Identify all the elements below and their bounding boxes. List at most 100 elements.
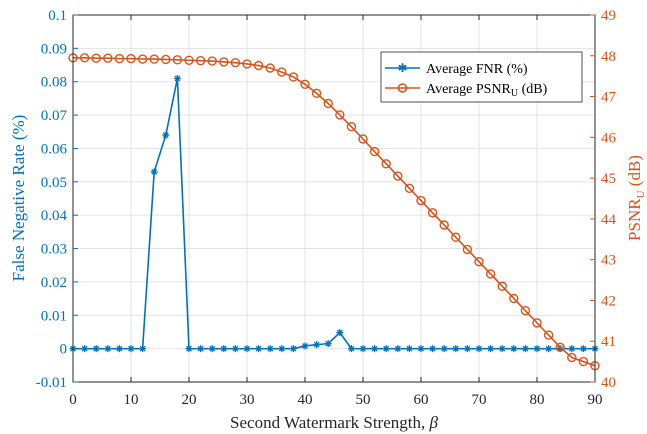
data-point-fnr bbox=[150, 168, 158, 176]
legend-box bbox=[380, 51, 583, 103]
x-tick-label: 60 bbox=[414, 392, 429, 408]
data-point-fnr bbox=[510, 345, 518, 353]
data-point-fnr bbox=[463, 345, 471, 353]
tick-marks bbox=[72, 14, 596, 383]
y-right-tick-label: 43 bbox=[601, 253, 616, 269]
y-left-tick-label: 0.09 bbox=[41, 41, 67, 57]
y-right-tick-label: 40 bbox=[601, 375, 616, 391]
data-point-fnr bbox=[347, 345, 355, 353]
data-point-psnr bbox=[195, 55, 206, 66]
data-point-psnr bbox=[91, 53, 101, 63]
series-layer bbox=[68, 53, 600, 371]
data-point-psnr bbox=[369, 146, 380, 157]
data-point-fnr bbox=[487, 345, 495, 353]
x-axis-title: Second Watermark Strength, β bbox=[230, 413, 438, 432]
data-point-fnr bbox=[301, 342, 309, 350]
data-point-psnr bbox=[311, 88, 322, 98]
x-tick-label: 40 bbox=[298, 392, 313, 408]
data-point-psnr bbox=[300, 79, 310, 90]
data-point-psnr bbox=[567, 352, 577, 363]
data-point-fnr bbox=[371, 345, 379, 353]
data-point-fnr bbox=[336, 329, 344, 337]
data-point-psnr bbox=[114, 53, 125, 64]
y-left-tick-label: 0.05 bbox=[41, 175, 67, 191]
data-point-fnr bbox=[498, 345, 506, 353]
data-point-psnr bbox=[126, 53, 136, 64]
data-point-fnr bbox=[92, 345, 100, 353]
y-left-tick-label: 0.04 bbox=[41, 208, 68, 224]
plot-frame bbox=[72, 14, 596, 383]
y-left-tick-label: 0.1 bbox=[48, 8, 67, 24]
data-point-fnr bbox=[324, 340, 332, 348]
x-tick-label: 90 bbox=[588, 392, 603, 408]
x-tick-label: 10 bbox=[124, 392, 139, 408]
data-point-psnr bbox=[427, 208, 438, 218]
y-left-tick-label: -0.01 bbox=[36, 375, 67, 391]
data-point-psnr bbox=[543, 330, 554, 340]
data-point-fnr bbox=[231, 345, 239, 353]
legend-marker-psnr bbox=[397, 83, 408, 93]
legend-entry-psnr: Average PSNRU (dB) bbox=[385, 82, 548, 99]
y-right-tick-labels: 40 41 42 43 44 45 46 47 48 49 bbox=[601, 8, 617, 391]
data-point-psnr bbox=[509, 293, 519, 304]
data-point-fnr bbox=[197, 345, 205, 353]
data-point-fnr bbox=[313, 341, 321, 349]
series-line-fnr bbox=[73, 78, 595, 350]
data-point-fnr bbox=[429, 345, 437, 353]
data-point-psnr bbox=[462, 244, 473, 255]
data-point-fnr bbox=[382, 345, 390, 353]
data-point-psnr bbox=[346, 122, 357, 132]
data-point-psnr bbox=[242, 59, 252, 69]
data-point-fnr bbox=[104, 345, 112, 353]
data-point-fnr bbox=[139, 345, 147, 353]
data-point-psnr bbox=[393, 171, 403, 181]
data-point-psnr bbox=[103, 53, 113, 63]
y-right-tick-label: 41 bbox=[601, 334, 616, 350]
data-point-psnr bbox=[219, 57, 229, 67]
data-point-fnr bbox=[127, 345, 135, 353]
data-point-psnr bbox=[277, 67, 287, 77]
data-point-fnr bbox=[545, 345, 553, 353]
x-tick-label: 30 bbox=[240, 392, 255, 408]
data-point-psnr bbox=[253, 60, 264, 71]
data-point-psnr bbox=[520, 305, 531, 316]
series-line-psnr bbox=[73, 57, 596, 367]
data-point-fnr bbox=[579, 345, 587, 353]
data-point-fnr bbox=[475, 345, 483, 353]
x-tick-label: 50 bbox=[356, 392, 371, 408]
legend-entry-fnr: ✱ Average FNR (%) bbox=[385, 61, 528, 77]
y-left-tick-label: 0.03 bbox=[41, 242, 67, 258]
y-left-tick-labels: -0.01 0 0.01 0.02 0.03 0.04 0.05 0.06 0.07 0.08 0.… bbox=[36, 8, 68, 391]
y-right-tick-label: 49 bbox=[601, 8, 616, 24]
data-point-fnr bbox=[359, 345, 367, 353]
data-point-fnr bbox=[185, 345, 193, 353]
y-right-tick-label: 45 bbox=[601, 171, 616, 187]
data-point-fnr bbox=[220, 345, 228, 353]
legend-label-psnr: Average PSNRU (dB) bbox=[426, 82, 548, 99]
data-point-psnr bbox=[358, 134, 368, 144]
y-right-axis-title: PSNRU (dB) bbox=[625, 155, 647, 241]
data-point-psnr bbox=[555, 342, 565, 353]
y-left-tick-label: 0.07 bbox=[41, 108, 68, 124]
x-tick-label: 20 bbox=[182, 392, 197, 408]
data-point-psnr bbox=[532, 318, 542, 328]
data-point-psnr bbox=[149, 54, 159, 64]
data-point-fnr bbox=[568, 345, 576, 353]
x-tick-label: 80 bbox=[530, 392, 545, 408]
data-point-fnr bbox=[417, 345, 425, 353]
data-point-fnr bbox=[81, 345, 89, 353]
y-right-tick-label: 42 bbox=[601, 293, 616, 309]
y-left-tick-label: 0.02 bbox=[41, 275, 67, 291]
legend-label-fnr: Average FNR (%) bbox=[426, 62, 528, 77]
data-point-fnr bbox=[533, 345, 541, 353]
y-left-tick-label: 0.06 bbox=[41, 141, 68, 157]
data-point-fnr bbox=[289, 345, 297, 353]
data-point-fnr bbox=[521, 345, 529, 353]
data-point-psnr bbox=[381, 159, 391, 169]
data-point-psnr bbox=[404, 183, 415, 194]
x-tick-labels: 0 10 20 30 40 50 60 70 80 90 bbox=[69, 392, 602, 408]
data-point-psnr bbox=[416, 195, 426, 206]
data-point-fnr bbox=[255, 345, 263, 353]
data-point-fnr bbox=[278, 345, 286, 353]
